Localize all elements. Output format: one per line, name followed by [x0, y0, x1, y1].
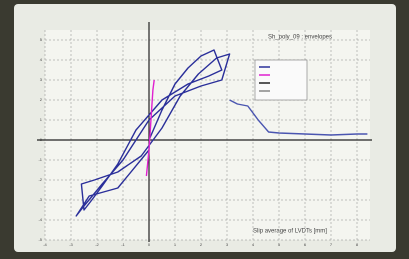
legend	[255, 60, 307, 100]
x-axis-label: Slip average of LVDTs [mm]	[253, 229, 327, 235]
chart-title: Sh_poly_09 : envelopes	[268, 35, 332, 41]
chart: Sh_poly_09 : envelopes Slip average of L…	[0, 0, 409, 259]
legend-box	[255, 60, 307, 100]
page: {"chart_data": {"type": "line", "title":…	[0, 0, 409, 259]
